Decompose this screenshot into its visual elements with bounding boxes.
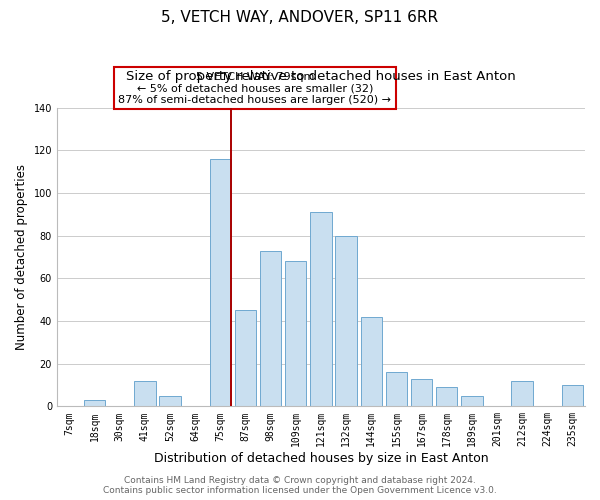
Title: Size of property relative to detached houses in East Anton: Size of property relative to detached ho… <box>126 70 516 83</box>
Text: 5 VETCH WAY: 79sqm
← 5% of detached houses are smaller (32)
87% of semi-detached: 5 VETCH WAY: 79sqm ← 5% of detached hous… <box>118 72 391 105</box>
Bar <box>160 396 181 406</box>
Bar <box>310 212 332 406</box>
Bar <box>209 159 231 406</box>
Bar <box>335 236 357 406</box>
Bar <box>84 400 106 406</box>
Bar <box>511 380 533 406</box>
Text: Contains HM Land Registry data © Crown copyright and database right 2024.
Contai: Contains HM Land Registry data © Crown c… <box>103 476 497 495</box>
Bar <box>436 387 457 406</box>
X-axis label: Distribution of detached houses by size in East Anton: Distribution of detached houses by size … <box>154 452 488 465</box>
Bar <box>461 396 482 406</box>
Bar <box>260 250 281 406</box>
Bar <box>411 378 432 406</box>
Bar <box>361 317 382 406</box>
Y-axis label: Number of detached properties: Number of detached properties <box>15 164 28 350</box>
Bar <box>134 380 155 406</box>
Text: 5, VETCH WAY, ANDOVER, SP11 6RR: 5, VETCH WAY, ANDOVER, SP11 6RR <box>161 10 439 25</box>
Bar <box>386 372 407 406</box>
Bar <box>562 385 583 406</box>
Bar <box>285 262 307 406</box>
Bar <box>235 310 256 406</box>
